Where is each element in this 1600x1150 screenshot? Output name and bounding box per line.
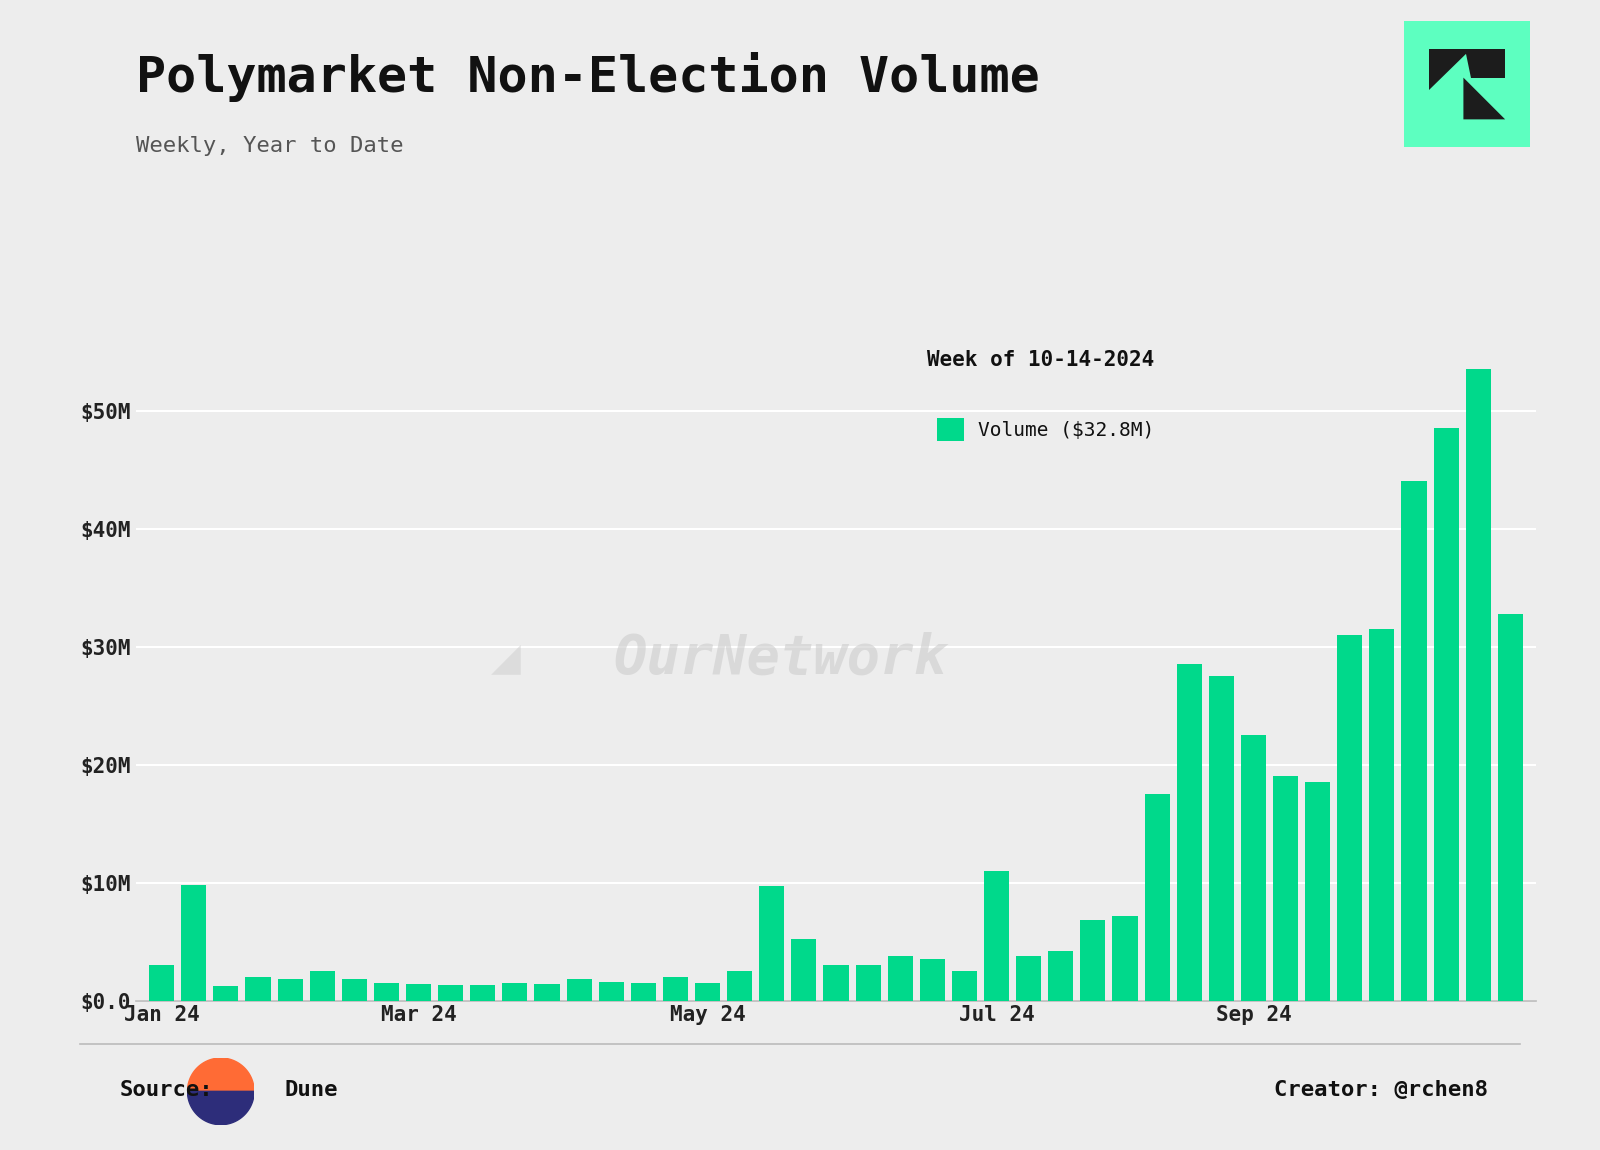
Bar — [1306, 782, 1330, 1000]
Bar — [1080, 920, 1106, 1000]
Polygon shape — [1464, 78, 1506, 120]
Bar — [662, 976, 688, 1000]
Bar — [598, 982, 624, 1000]
Bar — [952, 971, 978, 1000]
FancyBboxPatch shape — [1392, 8, 1542, 160]
Bar — [1242, 735, 1266, 1000]
Bar — [1498, 614, 1523, 1000]
Bar — [438, 986, 464, 1000]
Bar — [760, 886, 784, 1000]
Bar — [310, 971, 334, 1000]
Bar — [1144, 793, 1170, 1000]
Text: Week of 10-14-2024: Week of 10-14-2024 — [926, 351, 1154, 370]
Text: Polymarket Non-Election Volume: Polymarket Non-Election Volume — [136, 52, 1040, 101]
Bar — [984, 871, 1010, 1000]
Bar — [502, 983, 528, 1000]
Text: Creator: @rchen8: Creator: @rchen8 — [1274, 1080, 1488, 1101]
Bar — [213, 987, 238, 1000]
Bar — [1176, 665, 1202, 1000]
Bar — [856, 965, 880, 1000]
Bar — [1434, 428, 1459, 1000]
Bar — [1338, 635, 1362, 1000]
Polygon shape — [1464, 48, 1506, 78]
Polygon shape — [187, 1091, 254, 1125]
Bar — [824, 965, 848, 1000]
Bar — [1274, 776, 1298, 1000]
Bar — [792, 940, 816, 1000]
Bar — [630, 983, 656, 1000]
Bar — [920, 959, 946, 1000]
Text: Dune: Dune — [285, 1080, 338, 1101]
Bar — [1016, 956, 1042, 1000]
Bar — [534, 984, 560, 1000]
Bar — [726, 971, 752, 1000]
Bar — [1048, 951, 1074, 1000]
Bar — [566, 980, 592, 1000]
Text: Source:: Source: — [120, 1080, 214, 1101]
Bar — [1112, 915, 1138, 1000]
Bar — [342, 980, 366, 1000]
Bar — [470, 986, 496, 1000]
Text: OurNetwork: OurNetwork — [613, 631, 947, 685]
Polygon shape — [1429, 48, 1470, 91]
Bar — [694, 983, 720, 1000]
Bar — [1370, 629, 1394, 1000]
Polygon shape — [187, 1058, 254, 1091]
Bar — [181, 884, 206, 1000]
Bar — [1208, 676, 1234, 1000]
Bar — [374, 983, 398, 1000]
Bar — [245, 976, 270, 1000]
Bar — [1402, 482, 1427, 1000]
Bar — [406, 984, 430, 1000]
Bar — [278, 980, 302, 1000]
Bar — [149, 965, 174, 1000]
Legend: Volume ($32.8M): Volume ($32.8M) — [936, 419, 1154, 440]
Text: ◢: ◢ — [491, 639, 522, 677]
Text: Weekly, Year to Date: Weekly, Year to Date — [136, 136, 403, 155]
Bar — [1466, 369, 1491, 1000]
Bar — [888, 956, 912, 1000]
